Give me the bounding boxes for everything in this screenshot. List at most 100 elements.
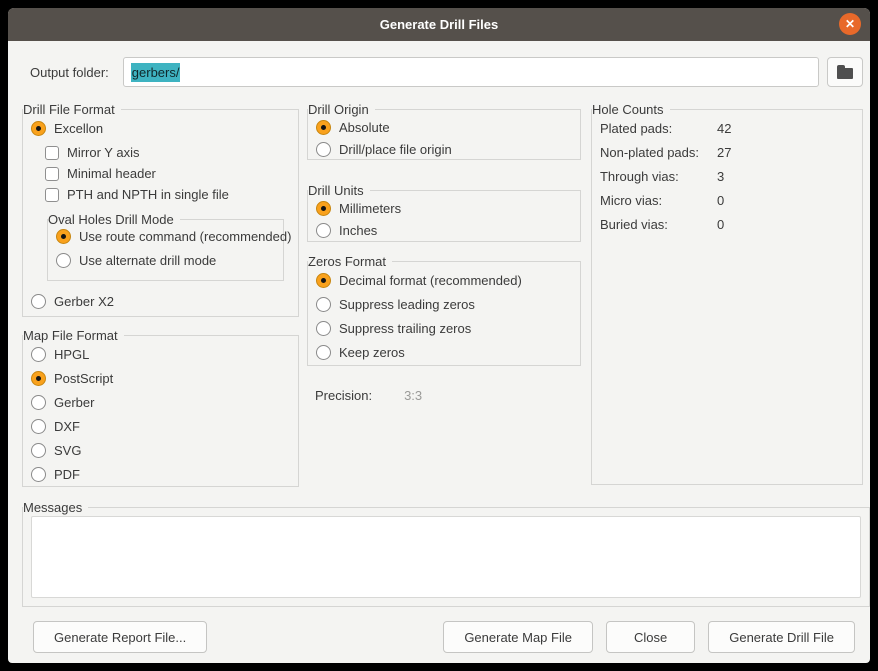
precision-label: Precision: — [315, 388, 373, 403]
options-columns: Drill File Format Excellon Mirror Y axis… — [15, 89, 863, 487]
radio-absolute[interactable]: Absolute — [316, 116, 572, 138]
radio-use-alternate-drill-mode-icon — [56, 252, 71, 268]
generate-map-file-button[interactable]: Generate Map File — [443, 621, 593, 653]
radio-decimal-format[interactable]: Decimal format (recommended) — [316, 268, 572, 292]
radio-suppress-trailing-zeros-icon — [316, 320, 331, 336]
radio-svg-label: SVG — [54, 442, 82, 458]
radio-svg[interactable]: SVG — [31, 438, 290, 462]
radio-inches[interactable]: Inches — [316, 219, 572, 241]
radio-hpgl-label: HPGL — [54, 346, 90, 362]
radio-excellon-icon — [31, 120, 46, 136]
checkbox-pth-npth-single-file-icon — [45, 187, 59, 202]
drill-units-group: Drill Units Millimeters Inches — [307, 182, 581, 242]
radio-millimeters-label: Millimeters — [339, 200, 402, 216]
output-folder-label: Output folder: — [30, 64, 109, 80]
radio-suppress-trailing-zeros-label: Suppress trailing zeros — [339, 320, 472, 336]
checkbox-pth-npth-single-file[interactable]: PTH and NPTH in single file — [45, 184, 290, 205]
drill-file-format-group: Drill File Format Excellon Mirror Y axis… — [22, 101, 299, 317]
micro-vias-value: 0 — [716, 192, 725, 208]
radio-hpgl-icon — [31, 346, 46, 362]
dialog-button-row: Generate Report File... Generate Map Fil… — [15, 621, 863, 653]
zeros-format-legend: Zeros Format — [308, 253, 393, 270]
precision-value: 3:3 — [404, 388, 423, 403]
column-middle: Drill Origin Absolute Drill/place file o… — [307, 89, 581, 487]
drill-origin-group: Drill Origin Absolute Drill/place file o… — [307, 101, 581, 160]
column-right: Hole Counts Plated pads: 42 Non-plated p… — [590, 89, 863, 487]
radio-suppress-leading-zeros-label: Suppress leading zeros — [339, 296, 475, 312]
radio-absolute-icon — [316, 119, 331, 135]
dialog-content: Output folder: gerbers/ Drill File Forma… — [8, 41, 870, 663]
radio-gerber-x2[interactable]: Gerber X2 — [31, 289, 290, 313]
radio-use-route-command[interactable]: Use route command (recommended) — [56, 224, 291, 248]
radio-keep-zeros-label: Keep zeros — [339, 344, 405, 360]
radio-use-route-command-icon — [56, 228, 71, 244]
radio-gerber-x2-label: Gerber X2 — [54, 293, 114, 309]
map-file-format-legend: Map File Format — [23, 327, 124, 344]
generate-report-file-button[interactable]: Generate Report File... — [33, 621, 208, 653]
checkbox-minimal-header[interactable]: Minimal header — [45, 163, 290, 184]
checkbox-mirror-y-axis[interactable]: Mirror Y axis — [45, 142, 290, 163]
radio-millimeters-icon — [316, 200, 331, 216]
browse-folder-button[interactable] — [827, 57, 863, 87]
output-folder-value: gerbers/ — [130, 62, 181, 82]
radio-pdf-icon — [31, 466, 46, 482]
column-left: Drill File Format Excellon Mirror Y axis… — [22, 89, 299, 487]
radio-keep-zeros[interactable]: Keep zeros — [316, 340, 572, 364]
radio-postscript-icon — [31, 370, 46, 386]
radio-pdf[interactable]: PDF — [31, 462, 290, 486]
radio-postscript[interactable]: PostScript — [31, 366, 290, 390]
micro-vias-label: Micro vias: — [599, 192, 663, 208]
radio-dxf-icon — [31, 418, 46, 434]
oval-holes-drill-mode-legend: Oval Holes Drill Mode — [48, 211, 180, 228]
buried-vias-label: Buried vias: — [599, 216, 668, 232]
radio-keep-zeros-icon — [316, 344, 331, 360]
hole-counts-group: Hole Counts Plated pads: 42 Non-plated p… — [590, 101, 863, 485]
output-folder-row: Output folder: gerbers/ — [15, 57, 863, 87]
hole-count-row-micro-vias: Micro vias: 0 — [600, 188, 854, 212]
messages-legend: Messages — [23, 499, 89, 516]
checkbox-mirror-y-axis-icon — [45, 145, 59, 160]
radio-inches-label: Inches — [339, 222, 378, 238]
messages-group: Messages — [22, 499, 870, 607]
radio-gerber-x2-icon — [31, 293, 46, 309]
hole-count-row-non-plated-pads: Non-plated pads: 27 — [600, 140, 854, 164]
radio-decimal-format-icon — [316, 272, 331, 288]
radio-use-alternate-drill-mode[interactable]: Use alternate drill mode — [56, 248, 275, 272]
radio-dxf-label: DXF — [54, 418, 80, 434]
radio-inches-icon — [316, 222, 331, 238]
map-file-format-group: Map File Format HPGL PostScript Gerber — [22, 327, 299, 487]
messages-textarea[interactable] — [31, 516, 861, 598]
checkbox-pth-npth-single-file-label: PTH and NPTH in single file — [67, 187, 229, 202]
radio-drill-place-file-origin[interactable]: Drill/place file origin — [316, 138, 572, 160]
output-folder-input[interactable]: gerbers/ — [122, 57, 819, 87]
hole-count-row-buried-vias: Buried vias: 0 — [600, 212, 854, 236]
plated-pads-value: 42 — [716, 120, 732, 136]
radio-excellon[interactable]: Excellon — [31, 116, 290, 140]
radio-gerber-label: Gerber — [54, 394, 95, 410]
close-icon[interactable]: ✕ — [839, 13, 861, 35]
radio-suppress-leading-zeros[interactable]: Suppress leading zeros — [316, 292, 572, 316]
radio-millimeters[interactable]: Millimeters — [316, 197, 572, 219]
radio-excellon-label: Excellon — [54, 120, 104, 136]
drill-units-legend: Drill Units — [308, 182, 370, 199]
dialog-title: Generate Drill Files — [379, 17, 499, 32]
precision-row: Precision: 3:3 — [315, 388, 581, 403]
radio-suppress-trailing-zeros[interactable]: Suppress trailing zeros — [316, 316, 572, 340]
radio-drill-place-file-origin-icon — [316, 141, 331, 157]
radio-gerber[interactable]: Gerber — [31, 390, 290, 414]
radio-hpgl[interactable]: HPGL — [31, 342, 290, 366]
checkbox-minimal-header-label: Minimal header — [67, 166, 156, 181]
generate-drill-file-button[interactable]: Generate Drill File — [708, 621, 855, 653]
titlebar[interactable]: Generate Drill Files ✕ — [8, 8, 870, 41]
messages-section: Messages — [22, 487, 870, 607]
generate-drill-files-dialog: Generate Drill Files ✕ Output folder: ge… — [8, 8, 870, 663]
hole-count-row-plated-pads: Plated pads: 42 — [600, 116, 854, 140]
checkbox-minimal-header-icon — [45, 166, 59, 181]
radio-dxf[interactable]: DXF — [31, 414, 290, 438]
through-vias-value: 3 — [716, 168, 725, 184]
through-vias-label: Through vias: — [599, 168, 679, 184]
radio-pdf-label: PDF — [54, 466, 80, 482]
checkbox-mirror-y-axis-label: Mirror Y axis — [67, 145, 140, 160]
close-button[interactable]: Close — [605, 621, 696, 653]
non-plated-pads-value: 27 — [716, 144, 732, 160]
